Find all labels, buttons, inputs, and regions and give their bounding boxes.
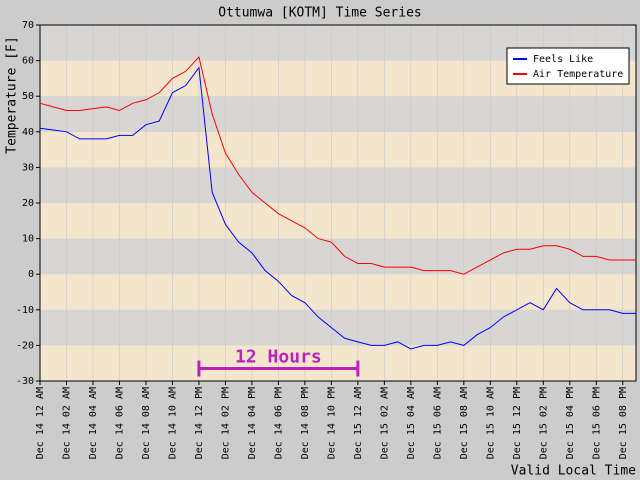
- plot-band: [40, 96, 636, 132]
- x-tick-label: Dec 14 04 AM: [88, 387, 99, 459]
- x-tick-label: Dec 15 06 AM: [432, 387, 443, 459]
- x-tick-label: Dec 14 12 PM: [194, 387, 205, 459]
- x-tick-label: Dec 14 12 AM: [35, 387, 46, 459]
- y-tick-label: 10: [22, 234, 34, 245]
- x-tick-label: Dec 14 08 PM: [300, 387, 311, 459]
- x-tick-label: Dec 14 02 AM: [61, 387, 72, 459]
- series-line: [39, 56, 636, 275]
- y-axis-label: Temperature [F]: [5, 36, 20, 153]
- x-axis-label: Valid Local Time: [511, 464, 636, 479]
- x-tick-label: Dec 15 02 AM: [379, 387, 390, 459]
- x-tick-label: Dec 15 04 PM: [565, 387, 576, 459]
- series-line: [39, 66, 636, 350]
- x-tick-label: Dec 15 02 PM: [538, 387, 549, 459]
- y-tick-label: -10: [16, 305, 34, 316]
- x-tick-label: Dec 14 06 PM: [273, 387, 284, 459]
- x-tick-label: Dec 15 04 AM: [406, 387, 417, 459]
- y-tick-label: -30: [16, 376, 34, 387]
- y-tick-label: 20: [22, 198, 34, 209]
- legend-label: Air Temperature: [533, 69, 623, 80]
- x-tick-label: Dec 15 08 AM: [459, 387, 470, 459]
- x-tick-label: Dec 14 10 PM: [326, 387, 337, 459]
- x-tick-label: Dec 14 10 AM: [167, 387, 178, 459]
- y-tick-label: -20: [16, 340, 34, 351]
- plot-band: [40, 203, 636, 239]
- y-tick-label: 70: [22, 20, 34, 31]
- plot-band: [40, 131, 636, 168]
- x-tick-label: Dec 14 06 AM: [114, 387, 125, 459]
- x-tick-label: Dec 14 02 PM: [220, 387, 231, 459]
- x-tick-label: Dec 15 08 PM: [618, 387, 629, 459]
- legend-box: [506, 47, 630, 85]
- plot-frame: [39, 24, 637, 382]
- plot-band: [40, 274, 636, 310]
- y-tick-label: 0: [28, 269, 34, 280]
- legend: Feels Like Air Temperature: [506, 47, 630, 85]
- y-tick-label: 40: [22, 127, 34, 138]
- x-tick-label: Dec 15 12 AM: [353, 387, 364, 459]
- plot-band: [40, 167, 636, 203]
- annotation-text: 12 Hours: [235, 347, 322, 368]
- y-tick-label: 60: [22, 56, 34, 67]
- x-tick-label: Dec 14 08 AM: [141, 387, 152, 459]
- plot-band: [40, 238, 636, 275]
- plot-band: [40, 309, 636, 346]
- x-tick-label: Dec 15 06 PM: [591, 387, 602, 459]
- y-tick-label: 30: [22, 162, 34, 173]
- plot-band: [40, 345, 636, 381]
- chart-title: Ottumwa [KOTM] Time Series: [218, 6, 422, 21]
- x-tick-label: Dec 14 04 PM: [247, 387, 258, 459]
- legend-label: Feels Like: [533, 54, 593, 65]
- x-tick-label: Dec 15 12 PM: [512, 387, 523, 459]
- x-tick-label: Dec 15 10 AM: [485, 387, 496, 459]
- y-tick-label: 50: [22, 91, 34, 102]
